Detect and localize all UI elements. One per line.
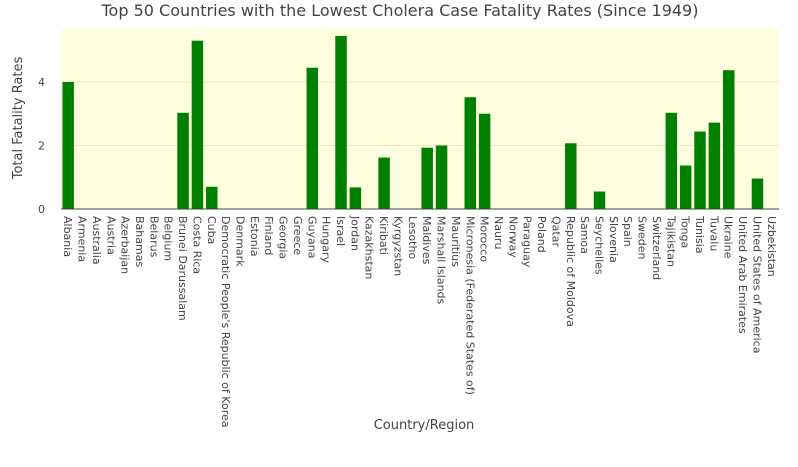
bar [694, 131, 706, 209]
bar [708, 122, 721, 209]
x-tick-label: Cuba [205, 216, 218, 244]
x-tick-label: Seychelles [593, 216, 606, 275]
chart-title: Top 50 Countries with the Lowest Cholera… [101, 1, 699, 20]
x-tick-label: Tonga [679, 215, 692, 248]
x-tick-label: Sweden [636, 216, 649, 259]
bar [335, 35, 347, 209]
x-tick-label: Lesotho [406, 216, 419, 259]
x-tick-label: Tunisia [693, 215, 706, 254]
x-tick-label: Finland [262, 216, 275, 255]
bar [349, 187, 362, 209]
x-tick-label: Micronesia (Federated States of) [463, 216, 476, 395]
x-tick-label: Nauru [492, 216, 505, 249]
x-tick-label: Georgia [277, 216, 290, 259]
x-tick-label: Austria [104, 216, 117, 255]
x-tick-label: Ukraine [722, 216, 735, 259]
bar [565, 143, 577, 209]
x-tick-label: Tajikistan [664, 215, 677, 267]
x-tick-label: United States of America [750, 216, 763, 353]
x-tick-label: Maldives [420, 216, 433, 265]
x-tick-label: Kazakhstan [363, 216, 376, 279]
x-tick-label: Kyrgyzstan [391, 216, 404, 276]
x-tick-label: Estonia [248, 216, 261, 257]
x-tick-label: Greece [291, 216, 304, 255]
bar [722, 70, 735, 209]
bar [593, 191, 606, 209]
x-axis-title: Country/Region [374, 418, 475, 433]
y-tick-label: 2 [38, 139, 45, 152]
bar [206, 186, 218, 209]
x-tick-label: Qatar [549, 216, 562, 247]
bar [421, 147, 433, 209]
x-tick-label: Poland [535, 216, 548, 253]
x-tick-label: Kiribati [377, 216, 390, 255]
bar [464, 97, 477, 209]
x-tick-label: Paraguay [521, 216, 534, 268]
x-tick-label: Israel [334, 216, 347, 246]
x-tick-label: Switzerland [650, 216, 663, 280]
bar [191, 40, 204, 210]
x-tick-labels: Albania Armenia Australia Austria Azerbaijan… [61, 215, 778, 428]
bar [665, 112, 678, 209]
y-tick-label: 0 [38, 203, 45, 216]
x-tick-label: Democratic People's Republic of Korea [219, 216, 232, 428]
y-axis-title: Total Fatality Rates [11, 57, 26, 181]
x-tick-label: Bahamas [133, 216, 146, 267]
x-tick-label: Azerbaijan [119, 216, 132, 274]
x-tick-label: Australia [90, 216, 103, 265]
x-tick-label: Norway [506, 216, 519, 258]
y-tick-labels: 0 2 4 [38, 76, 45, 216]
bars [62, 35, 764, 210]
bar [751, 178, 764, 209]
x-tick-label: Brunei Darussalam [176, 216, 189, 321]
x-tick-label: Albania [61, 216, 74, 257]
bar [378, 157, 390, 209]
bar [478, 113, 491, 209]
x-tick-label: United Arab Emirates [736, 216, 749, 334]
x-tick-label: Guyana [305, 216, 318, 258]
x-tick-label: Belgium [162, 216, 175, 261]
bar [177, 112, 189, 209]
bar [679, 165, 692, 209]
x-tick-label: Belarus [147, 216, 160, 258]
y-tick-label: 4 [38, 76, 45, 89]
x-tick-label: Armenia [76, 216, 89, 262]
bar [306, 67, 319, 209]
x-tick-label: Slovenia [607, 216, 620, 263]
x-tick-label: Tuvalu [707, 215, 720, 251]
x-tick-label: Denmark [234, 216, 247, 267]
bar [62, 81, 74, 209]
x-tick-label: Hungary [320, 216, 333, 263]
x-tick-label: Costa Rica [190, 216, 203, 274]
x-tick-label: Republic of Moldova [564, 216, 577, 327]
x-tick-label: Samoa [578, 216, 591, 254]
bar [435, 145, 448, 209]
x-tick-label: Spain [621, 216, 634, 247]
x-tick-label: Mauritius [449, 216, 462, 267]
x-tick-label: Morocco [478, 216, 491, 262]
x-tick-label: Uzbekistan [765, 216, 778, 277]
x-tick-label: Jordan [348, 215, 361, 251]
x-tick-label: Marshall Islands [435, 216, 448, 305]
